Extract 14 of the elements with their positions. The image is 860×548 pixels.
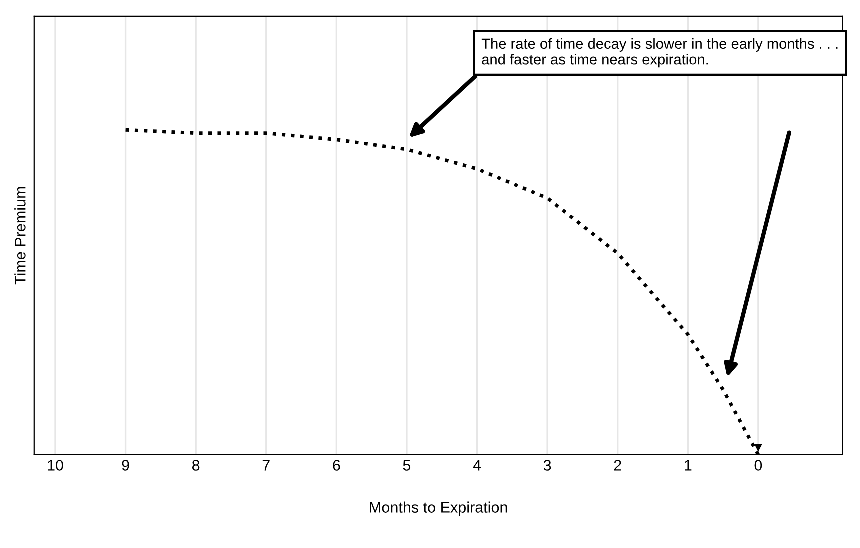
x-tick-label: 7 xyxy=(262,460,270,471)
x-tick-label: 1 xyxy=(685,460,692,471)
x-tick-label: 0 xyxy=(754,460,762,471)
x-tick-label: 3 xyxy=(544,460,552,471)
y-axis-title: Time Premium xyxy=(14,187,26,285)
x-tick-label: 5 xyxy=(403,460,411,471)
x-axis-title: Months to Expiration xyxy=(370,502,508,516)
x-tick-label: 4 xyxy=(473,460,482,471)
x-tick-label: 2 xyxy=(614,460,622,471)
x-tick-label: 6 xyxy=(333,460,340,471)
text: The rate of time decay is slower in the early months . . . and faster as time nears expiration. xyxy=(482,38,838,68)
x-tick-label: 10 xyxy=(48,460,64,471)
x-tick-label: 8 xyxy=(192,460,200,471)
x-tick-label: 9 xyxy=(122,460,130,471)
